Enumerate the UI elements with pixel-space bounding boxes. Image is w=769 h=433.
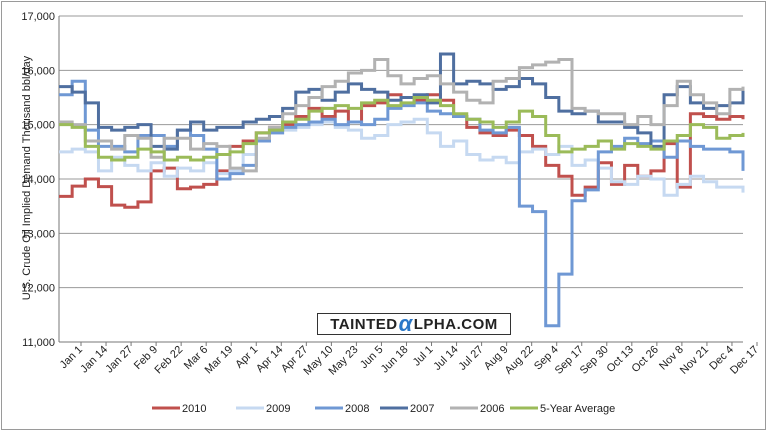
- series-line-5-year-average: [59, 96, 745, 162]
- y-axis-label: U.S. Crude Oil Implied Demand Thousand b…: [21, 55, 33, 300]
- legend-label: 2008: [345, 403, 369, 415]
- legend-label: 2010: [182, 403, 206, 415]
- legend-label: 2009: [266, 403, 290, 415]
- legend-label: 2006: [480, 403, 504, 415]
- y-tick-label: 11,000: [22, 337, 55, 349]
- axes: [58, 16, 758, 346]
- x-tick-label: Nov 21: [678, 344, 711, 377]
- x-tick-label: Aug 22: [503, 344, 536, 377]
- x-tick-label: Jan 14: [78, 344, 110, 376]
- series-line-2006: [59, 57, 745, 173]
- x-tick-label: Oct 26: [630, 344, 661, 375]
- x-tick-label: Jun 18: [379, 344, 411, 376]
- legend-label: 2007: [410, 403, 434, 415]
- watermark-alpha: α: [398, 311, 413, 336]
- x-tick-label: Feb 22: [153, 344, 186, 377]
- y-tick-label: 12,000: [21, 283, 55, 295]
- x-tick-label: Sep 30: [578, 344, 611, 377]
- legend: 2010 2009 2008 2007 2006 5-Year Average: [152, 403, 615, 415]
- series-line-2009: [59, 117, 745, 197]
- x-tick-label: Jan 27: [103, 344, 135, 376]
- watermark-text-pre: TAINTED: [330, 315, 398, 333]
- series-line-2007: [59, 52, 745, 151]
- gridlines: [59, 15, 743, 343]
- x-tick-label: Dec 17: [728, 344, 761, 377]
- watermark-logo: TAINTED α LPHA.COM: [317, 313, 511, 335]
- legend-label: 5-Year Average: [540, 403, 615, 415]
- series-lines: [59, 52, 745, 328]
- y-tick-label: 16,000: [21, 65, 55, 77]
- y-tick-label: 13,000: [21, 228, 55, 240]
- watermark-text-post: LPHA.COM: [413, 315, 498, 333]
- y-tick-label: 17,000: [21, 11, 55, 23]
- x-tick-label: Apr 14: [254, 344, 285, 375]
- x-tick-label: Jul 27: [456, 344, 485, 373]
- x-tick-label: Oct 13: [605, 344, 636, 375]
- y-tick-labels: 11,000 12,000 13,000 14,000 15,000 16,000 17,0…: [21, 11, 55, 349]
- y-tick-label: 15,000: [21, 120, 55, 132]
- x-tick-label: Mar 19: [203, 344, 236, 377]
- x-tick-label: Jul 14: [431, 344, 460, 373]
- y-tick-label: 14,000: [21, 174, 55, 186]
